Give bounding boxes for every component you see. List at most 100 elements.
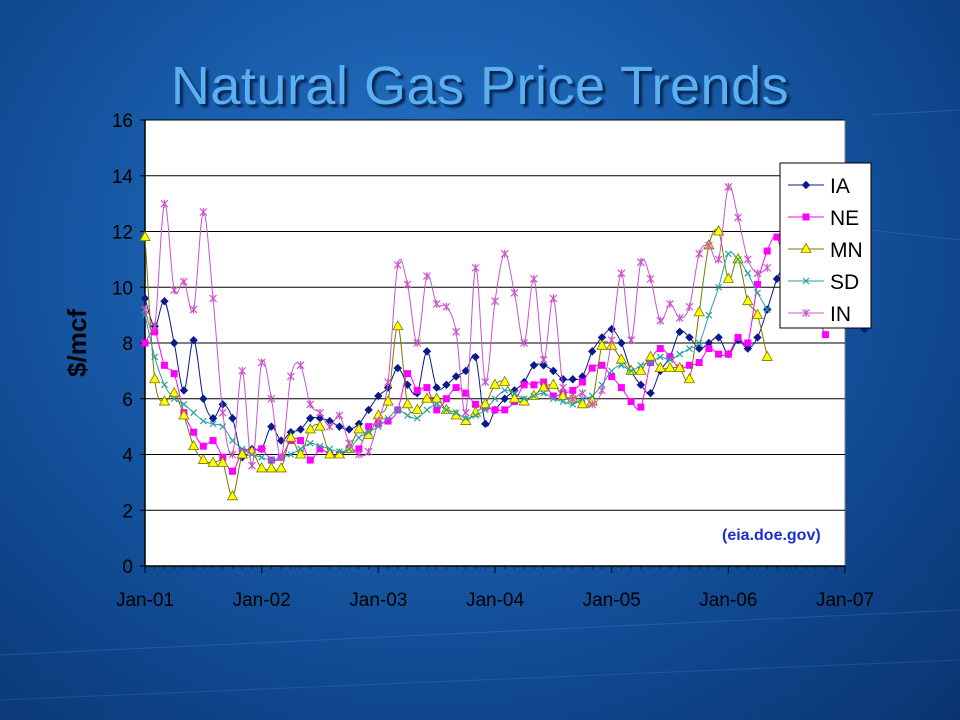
data-point-in (559, 383, 567, 392)
data-point-in (364, 447, 373, 456)
data-point-sd (520, 395, 528, 403)
data-point-sd (715, 283, 723, 291)
data-point-ne (744, 339, 752, 347)
data-point-in (549, 294, 558, 303)
data-point-in (423, 272, 431, 281)
data-point-ia (500, 394, 509, 403)
data-point-sd (462, 414, 470, 422)
data-point-sd (501, 386, 509, 394)
data-point-ne (695, 359, 703, 367)
data-point-in (384, 378, 392, 387)
data-point-ne (579, 378, 586, 386)
data-point-mn (294, 448, 307, 459)
data-point-in (374, 417, 383, 426)
data-point-sd (199, 417, 207, 425)
data-point-ne (404, 370, 411, 378)
data-point-mn (479, 398, 491, 409)
data-point-mn (304, 423, 316, 434)
data-point-ia (772, 274, 782, 284)
data-point-mn (693, 306, 705, 317)
data-point-in (179, 277, 188, 286)
data-point-mn (207, 456, 219, 467)
data-point-in (267, 394, 276, 403)
data-point-ia (617, 338, 626, 348)
legend-marker-ia (801, 180, 811, 190)
data-point-mn (722, 272, 735, 283)
data-point-sd (744, 269, 752, 277)
data-point-in (666, 299, 674, 308)
data-point-in (704, 241, 713, 250)
data-point-ia (374, 391, 383, 401)
data-point-mn (353, 423, 365, 434)
data-point-mn (742, 294, 754, 306)
data-point-ia (364, 405, 373, 415)
y-tick-label: 16 (112, 111, 133, 132)
data-point-ia (344, 425, 354, 434)
legend-label-in: IN (830, 303, 851, 326)
data-point-ia (422, 347, 432, 356)
data-point-sd (161, 381, 168, 389)
data-point-sd (413, 414, 421, 422)
data-point-mn (751, 308, 764, 320)
data-point-mn (275, 462, 287, 473)
data-point-mn (158, 395, 171, 406)
data-point-ia (694, 344, 704, 353)
data-point-mn (712, 225, 725, 236)
data-point-sd (705, 311, 713, 319)
x-tick-label: Jan-03 (349, 590, 407, 611)
data-point-ia (306, 414, 315, 423)
data-point-in (413, 339, 422, 347)
data-point-in (695, 249, 704, 258)
x-tick-label: Jan-04 (466, 590, 525, 611)
data-point-ia (442, 380, 451, 390)
data-point-in (568, 394, 577, 403)
data-point-sd (336, 448, 343, 456)
data-point-ne (258, 445, 266, 453)
data-point-in (432, 299, 441, 308)
data-point-ne (452, 384, 460, 392)
data-point-in (539, 355, 548, 364)
legend-marker-in (802, 309, 810, 317)
data-point-ia (451, 372, 461, 381)
data-point-sd (588, 392, 596, 400)
legend-label-ia: IA (830, 175, 850, 198)
data-point-in (529, 274, 538, 283)
legend-label-ne: NE (830, 207, 859, 230)
data-point-ne (822, 331, 830, 339)
data-point-ne (724, 350, 732, 358)
data-point-ne (199, 442, 207, 450)
data-point-in (753, 269, 762, 278)
data-point-mn (236, 448, 248, 459)
legend-marker-sd (802, 277, 810, 285)
data-point-mn (197, 453, 210, 464)
data-point-mn (255, 462, 268, 473)
data-point-ia (189, 336, 198, 345)
data-point-in (471, 263, 480, 272)
source-annotation: (eia.doe.gov) (722, 527, 821, 544)
data-point-sd (734, 255, 742, 263)
data-point-ia (481, 419, 490, 429)
y-tick-label: 6 (122, 390, 133, 411)
data-point-mn (761, 350, 773, 361)
data-point-in (685, 302, 694, 311)
data-point-in (734, 213, 742, 222)
data-point-sd (676, 350, 684, 358)
data-point-mn (654, 361, 666, 372)
data-point-ia (296, 425, 305, 434)
data-point-mn (674, 361, 686, 372)
data-point-sd (404, 412, 411, 419)
data-point-sd (394, 406, 402, 414)
data-point-in (607, 336, 616, 345)
data-point-sd (491, 395, 499, 403)
data-point-sd (686, 345, 693, 352)
data-point-ne (491, 406, 499, 414)
data-point-mn (382, 395, 394, 406)
data-point-ne (754, 280, 761, 288)
data-point-sd (258, 453, 266, 461)
y-axis-label: $/mcf (62, 309, 92, 377)
data-point-sd (316, 442, 324, 450)
data-point-ne (588, 364, 596, 372)
data-point-ne (306, 456, 314, 464)
data-point-mn (489, 378, 501, 389)
data-point-in (617, 269, 626, 278)
